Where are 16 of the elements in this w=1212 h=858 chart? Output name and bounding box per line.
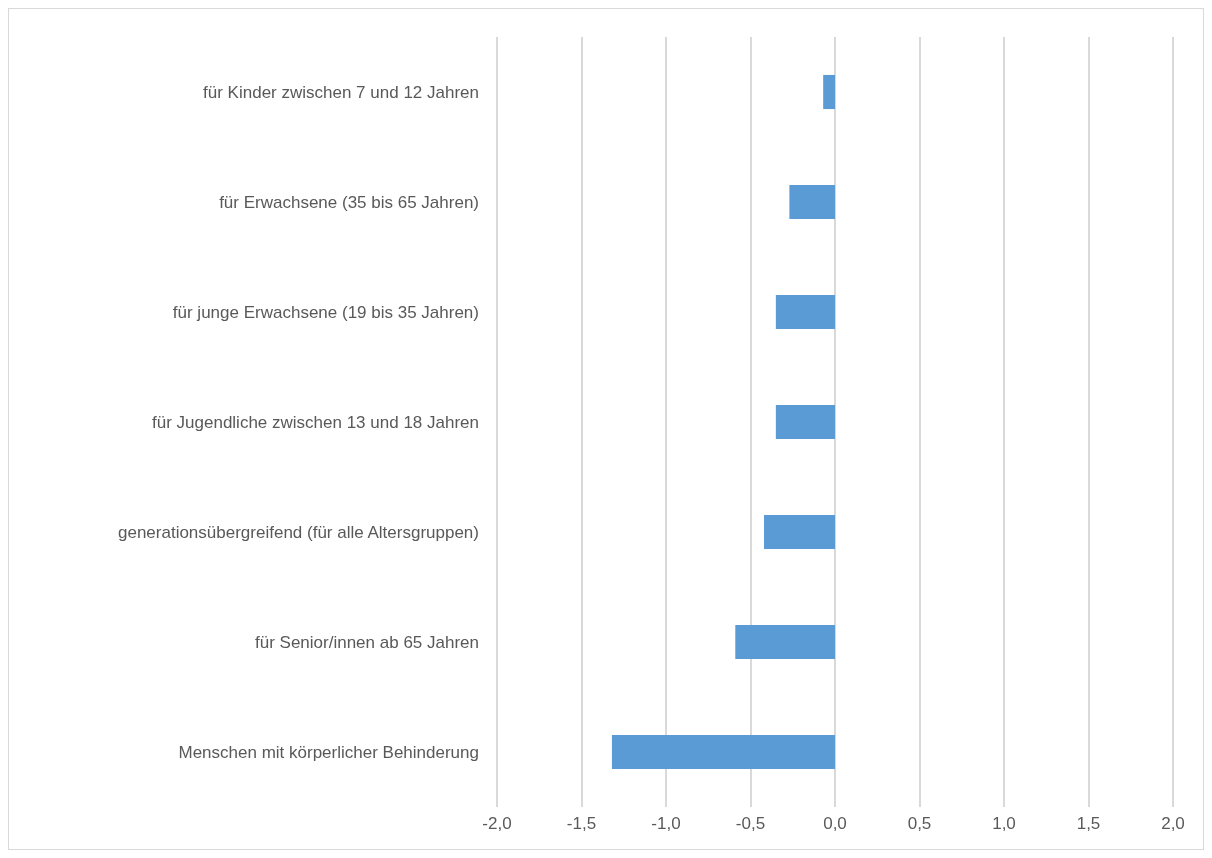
y-tick-label: Menschen mit körperlicher Behinderung	[178, 742, 479, 762]
y-tick-label: für junge Erwachsene (19 bis 35 Jahren)	[172, 302, 479, 322]
y-tick-label: für Jugendliche zwischen 13 und 18 Jahren	[152, 412, 479, 432]
x-tick-label: 2,0	[1161, 814, 1185, 833]
x-tick-label: -1,0	[651, 814, 681, 833]
y-tick-label: für Senior/innen ab 65 Jahren	[255, 632, 479, 652]
x-tick-label: 0,0	[823, 814, 847, 833]
x-tick-label: -0,5	[735, 814, 766, 833]
y-tick-label: für Kinder zwischen 7 und 12 Jahren	[203, 82, 479, 102]
x-tick-label: 1,5	[1076, 814, 1101, 833]
x-tick-label: -2,0	[482, 814, 512, 833]
y-tick-label: für Erwachsene (35 bis 65 Jahren)	[219, 192, 479, 212]
x-tick-label: -1,5	[566, 814, 597, 833]
y-tick-label: generationsübergreifend (für alle Altersgruppen)	[117, 522, 479, 542]
x-tick-label: 0,5	[907, 814, 932, 833]
x-tick-label: 1,0	[992, 814, 1016, 833]
